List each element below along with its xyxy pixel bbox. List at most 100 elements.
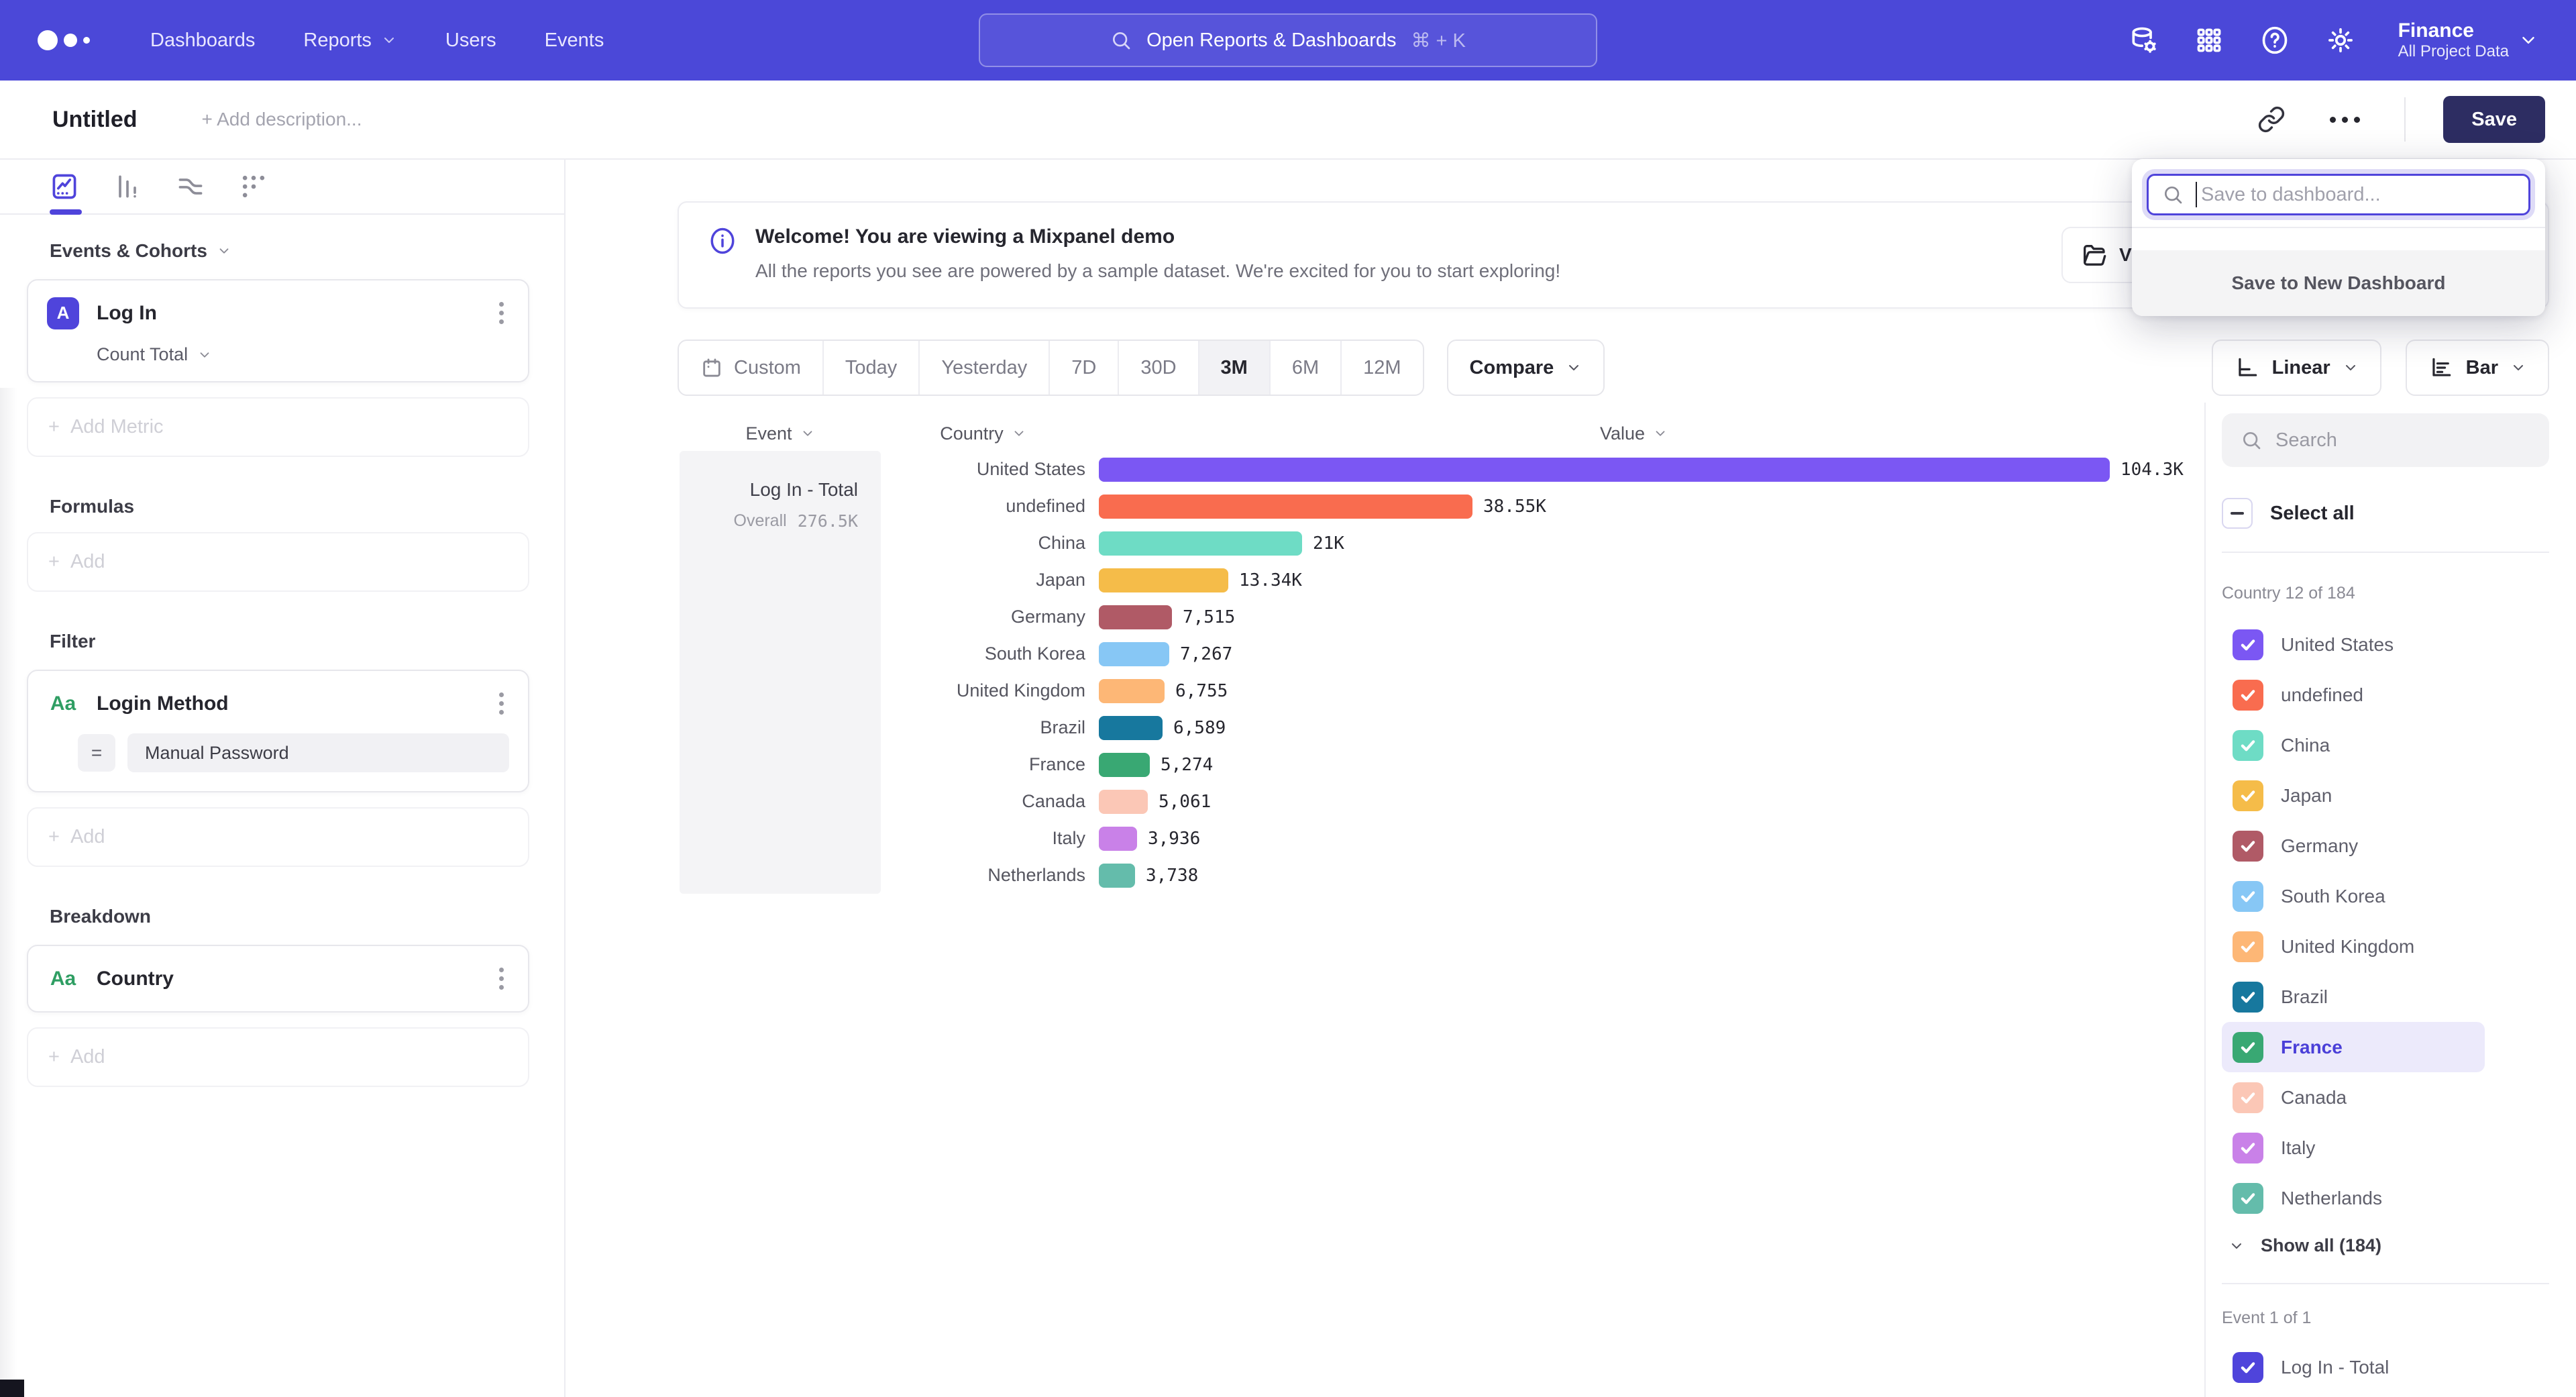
- tab-insights-icon[interactable]: [50, 172, 79, 201]
- column-header-country[interactable]: Country: [881, 423, 1085, 444]
- tab-flows-icon[interactable]: [176, 172, 205, 201]
- event-summary-card[interactable]: Log In - Total Overall 276.5K: [680, 451, 881, 894]
- bar[interactable]: [1099, 642, 1169, 666]
- global-search-button[interactable]: Open Reports & Dashboards ⌘ + K: [979, 13, 1597, 67]
- copy-link-icon[interactable]: [2257, 105, 2286, 134]
- bar[interactable]: [1099, 679, 1165, 703]
- filter-property-name[interactable]: Login Method: [97, 692, 229, 715]
- country-checkbox[interactable]: [2233, 831, 2263, 862]
- range-custom[interactable]: Custom: [679, 341, 822, 395]
- more-actions-icon[interactable]: [2323, 110, 2367, 130]
- filter-value[interactable]: Manual Password: [127, 733, 509, 772]
- bar[interactable]: [1099, 495, 1472, 519]
- country-filter-row[interactable]: United Kingdom: [2222, 921, 2485, 972]
- bar-row: Italy3,936: [881, 820, 2204, 857]
- panel-search-box[interactable]: [2222, 413, 2549, 467]
- show-all-button[interactable]: Show all (184): [2222, 1235, 2549, 1256]
- add-formula-button[interactable]: +Add: [27, 532, 529, 592]
- data-management-icon[interactable]: [2129, 25, 2158, 55]
- country-filter-row[interactable]: Brazil: [2222, 972, 2485, 1022]
- country-checkbox[interactable]: [2233, 982, 2263, 1013]
- bar[interactable]: [1099, 716, 1163, 740]
- country-checkbox[interactable]: [2233, 780, 2263, 811]
- country-filter-row[interactable]: United States: [2222, 619, 2485, 670]
- scale-selector-button[interactable]: Linear: [2212, 340, 2381, 396]
- bar[interactable]: [1099, 790, 1148, 814]
- bar[interactable]: [1099, 458, 2110, 482]
- country-filter-row[interactable]: South Korea: [2222, 871, 2485, 921]
- range-6m[interactable]: 6M: [1269, 341, 1340, 395]
- tab-funnels-icon[interactable]: [113, 172, 142, 201]
- country-checkbox[interactable]: [2233, 1082, 2263, 1113]
- country-checkbox[interactable]: [2233, 1032, 2263, 1063]
- report-type-tabs: [0, 160, 564, 215]
- add-description-field[interactable]: + Add description...: [202, 109, 362, 130]
- breakdown-property-name[interactable]: Country: [97, 968, 174, 990]
- country-filter-row[interactable]: Germany: [2222, 821, 2485, 871]
- save-to-new-dashboard-button[interactable]: Save to New Dashboard: [2132, 250, 2545, 316]
- filter-kebab-menu-icon[interactable]: [494, 687, 509, 720]
- breakdown-kebab-menu-icon[interactable]: [494, 962, 509, 995]
- add-breakdown-button[interactable]: +Add: [27, 1027, 529, 1087]
- apps-grid-icon[interactable]: [2194, 25, 2224, 55]
- country-filter-row[interactable]: France: [2222, 1022, 2485, 1072]
- column-header-value[interactable]: Value: [1600, 423, 1668, 444]
- country-filter-row[interactable]: Netherlands: [2222, 1173, 2485, 1223]
- country-checkbox[interactable]: [2233, 1183, 2263, 1214]
- range-30d[interactable]: 30D: [1118, 341, 1197, 395]
- bar[interactable]: [1099, 827, 1137, 851]
- country-filter-row[interactable]: China: [2222, 720, 2485, 770]
- breakdown-section-label: Breakdown: [50, 906, 529, 927]
- nav-item-dashboards[interactable]: Dashboards: [150, 30, 255, 52]
- range-3m[interactable]: 3M: [1198, 341, 1269, 395]
- chevron-down-icon: [2343, 360, 2359, 376]
- country-checkbox[interactable]: [2233, 1133, 2263, 1163]
- bar[interactable]: [1099, 568, 1228, 592]
- metric-event-name[interactable]: Log In: [97, 302, 157, 325]
- mixpanel-logo-icon[interactable]: [38, 30, 90, 50]
- save-dashboard-search-box[interactable]: [2147, 174, 2530, 215]
- project-switcher[interactable]: Finance All Project Data: [2392, 19, 2538, 61]
- country-checkbox[interactable]: [2233, 931, 2263, 962]
- aggregation-selector[interactable]: Count Total: [97, 344, 509, 365]
- add-filter-button[interactable]: +Add: [27, 807, 529, 867]
- nav-item-events[interactable]: Events: [545, 30, 604, 52]
- country-filter-row[interactable]: Italy: [2222, 1123, 2485, 1173]
- nav-item-users[interactable]: Users: [445, 30, 496, 52]
- bar[interactable]: [1099, 864, 1135, 888]
- panel-search-input[interactable]: [2275, 429, 2530, 452]
- range-12m[interactable]: 12M: [1340, 341, 1422, 395]
- compare-button[interactable]: Compare: [1447, 340, 1605, 396]
- tab-retention-icon[interactable]: [239, 172, 268, 201]
- column-header-event[interactable]: Event: [680, 423, 881, 444]
- country-checkbox[interactable]: [2233, 730, 2263, 761]
- bar[interactable]: [1099, 605, 1172, 629]
- range-today[interactable]: Today: [822, 341, 918, 395]
- save-dashboard-input[interactable]: [2201, 184, 2515, 206]
- settings-icon[interactable]: [2326, 25, 2355, 55]
- chart-type-selector-button[interactable]: Bar: [2406, 340, 2549, 396]
- country-checkbox[interactable]: [2233, 680, 2263, 711]
- bar[interactable]: [1099, 531, 1302, 556]
- divider: [2404, 97, 2406, 142]
- filter-operator[interactable]: =: [78, 734, 115, 772]
- range-yesterday[interactable]: Yesterday: [918, 341, 1049, 395]
- help-icon[interactable]: [2260, 25, 2290, 55]
- country-checkbox[interactable]: [2233, 881, 2263, 912]
- events-cohorts-section-label[interactable]: Events & Cohorts: [50, 240, 529, 262]
- country-filter-row[interactable]: Japan: [2222, 770, 2485, 821]
- country-filter-row[interactable]: Canada: [2222, 1072, 2485, 1123]
- bar[interactable]: [1099, 753, 1150, 777]
- range-7d[interactable]: 7D: [1049, 341, 1118, 395]
- report-title[interactable]: Untitled: [52, 107, 138, 133]
- save-button[interactable]: Save: [2443, 96, 2545, 143]
- select-all-checkbox[interactable]: [2222, 498, 2253, 529]
- nav-item-reports[interactable]: Reports: [303, 30, 397, 52]
- country-filter-row[interactable]: undefined: [2222, 670, 2485, 720]
- country-checkbox[interactable]: [2233, 629, 2263, 660]
- select-all-row[interactable]: Select all: [2222, 498, 2549, 529]
- event-checkbox[interactable]: [2233, 1352, 2263, 1383]
- event-filter-row[interactable]: Log In - Total: [2222, 1344, 2549, 1391]
- metric-kebab-menu-icon[interactable]: [494, 297, 509, 329]
- add-metric-button[interactable]: +Add Metric: [27, 397, 529, 457]
